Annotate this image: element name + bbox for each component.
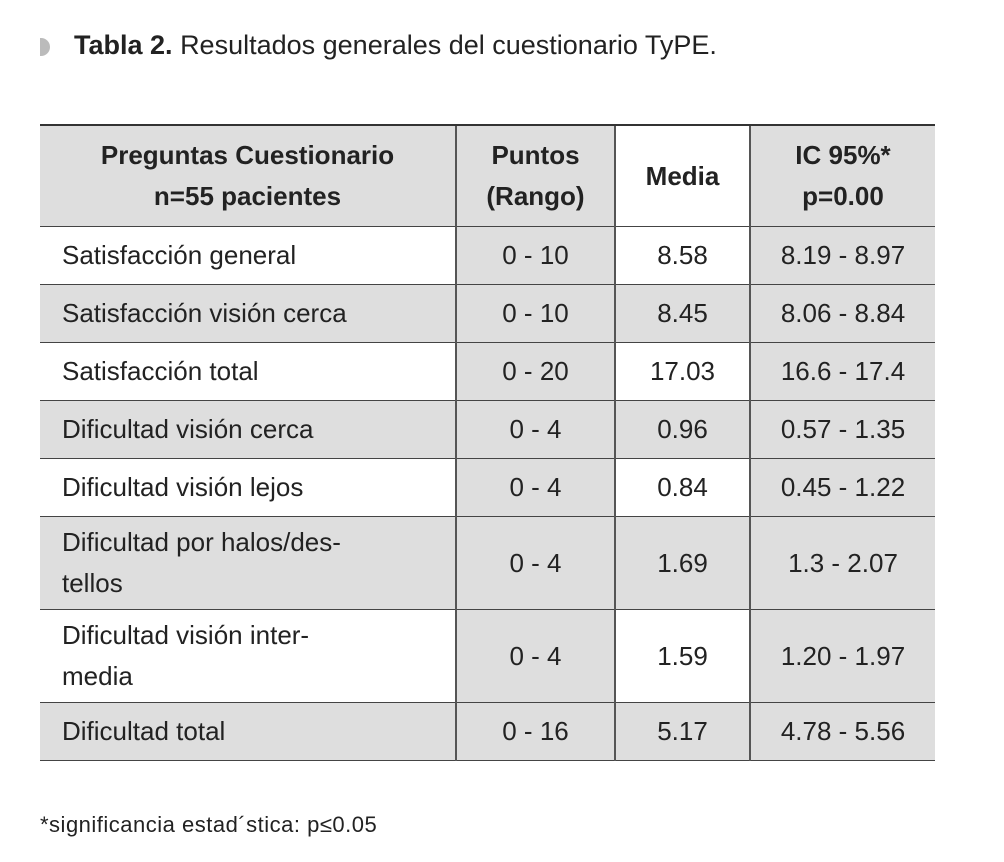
table-cell: Satisfacción total	[40, 342, 456, 401]
table-cell: 16.6 - 17.4	[749, 342, 935, 401]
caption-title: Resultados generales del cuestionario Ty…	[180, 30, 717, 60]
table-cell: 8.06 - 8.84	[749, 284, 935, 343]
table-cell: 8.58	[614, 226, 750, 285]
cell-text: Dificultad total	[62, 716, 226, 746]
table-cell: 0 - 4	[455, 609, 615, 703]
cell-text: n=55 pacientes	[153, 181, 342, 211]
table-cell: 0 - 4	[455, 400, 615, 459]
table-cell: 5.17	[614, 702, 750, 761]
table-cell: Dificultad visión cerca	[40, 400, 456, 459]
results-table: Preguntas Cuestionario n=55 pacientes Punt…	[40, 124, 935, 761]
cell-text: media	[62, 661, 133, 691]
header-cell: Preguntas Cuestionario n=55 pacientes	[40, 124, 456, 227]
table-cell: 0.45 - 1.22	[749, 458, 935, 517]
table-row: Satisfacción total 0 - 20 17.03 16.6 - 17.4	[40, 342, 935, 401]
table-cell: 0 - 10	[455, 284, 615, 343]
table-cell: 0 - 20	[455, 342, 615, 401]
table-cell: 0.96	[614, 400, 750, 459]
table-cell: 0 - 16	[455, 702, 615, 761]
table-cell: 8.19 - 8.97	[749, 226, 935, 285]
header-row: Preguntas Cuestionario n=55 pacientes Punt…	[40, 124, 935, 227]
cell-text: Preguntas Cuestionario	[100, 140, 395, 170]
cell-text: Satisfacción general	[62, 240, 297, 270]
table-row: Dificultad visión lejos 0 - 4 0.84 0.45 - 1…	[40, 458, 935, 517]
table-cell: Satisfacción general	[40, 226, 456, 285]
table-row: Dificultad visión cerca 0 - 4 0.96 0.57 - 1…	[40, 400, 935, 459]
cell-text: Dificultad visión inter-	[62, 620, 310, 650]
table-cell: Satisfacción visión cerca	[40, 284, 456, 343]
table-cell: 1.69	[614, 516, 750, 610]
cell-text: Puntos	[491, 140, 580, 170]
cell-text: Dificultad por halos/des-	[62, 527, 341, 557]
cell-text: (Rango)	[486, 181, 585, 211]
table-body: Satisfacción general 0 - 10 8.58 8.19 - 8.9…	[40, 226, 935, 761]
table-cell: 1.3 - 2.07	[749, 516, 935, 610]
cell-text: Dificultad visión lejos	[62, 472, 304, 502]
table-row: Satisfacción general 0 - 10 8.58 8.19 - 8.9…	[40, 226, 935, 285]
table-header: Preguntas Cuestionario n=55 pacientes Punt…	[40, 124, 935, 227]
cell-text: tellos	[62, 568, 123, 598]
cell-text: Media	[645, 160, 720, 191]
table-row: Dificultad total 0 - 16 5.17 4.78 - 5.56	[40, 702, 935, 761]
table-cell: 0.57 - 1.35	[749, 400, 935, 459]
footnote: *significancia estad´stica: p≤0.05	[40, 812, 378, 837]
table-cell: Dificultad visión lejos	[40, 458, 456, 517]
table-cell: 0.84	[614, 458, 750, 517]
table-row: Dificultad por halos/des-tellos 0 - 4 1.69…	[40, 516, 935, 610]
header-cell: Media	[614, 124, 750, 227]
table-cell: 8.45	[614, 284, 750, 343]
table-cell: 0 - 4	[455, 516, 615, 610]
cell-text: IC 95%*	[795, 140, 891, 170]
cell-text: p=0.00	[802, 181, 884, 211]
caption-label: Tabla 2.	[74, 30, 173, 60]
cell-text: Satisfacción visión cerca	[62, 298, 347, 328]
table-cell: 4.78 - 5.56	[749, 702, 935, 761]
table-caption: Tabla 2. Resultados generales del cuesti…	[74, 30, 717, 61]
table-cell: Dificultad por halos/des-tellos	[40, 516, 456, 610]
table-cell: 1.20 - 1.97	[749, 609, 935, 703]
table-row: Satisfacción visión cerca 0 - 10 8.45 8.06 …	[40, 284, 935, 343]
table-cell: Dificultad visión inter-media	[40, 609, 456, 703]
table-row: Dificultad visión inter-media 0 - 4 1.59 1.…	[40, 609, 935, 703]
table-cell: 0 - 4	[455, 458, 615, 517]
header-cell: IC 95%* p=0.00	[749, 124, 935, 227]
cell-text: Dificultad visión cerca	[62, 414, 314, 444]
table-cell: Dificultad total	[40, 702, 456, 761]
cell-text: Satisfacción total	[62, 356, 259, 386]
header-cell: Puntos (Rango)	[455, 124, 615, 227]
table-cell: 0 - 10	[455, 226, 615, 285]
bullet-icon	[40, 38, 50, 56]
table-cell: 17.03	[614, 342, 750, 401]
table-cell: 1.59	[614, 609, 750, 703]
